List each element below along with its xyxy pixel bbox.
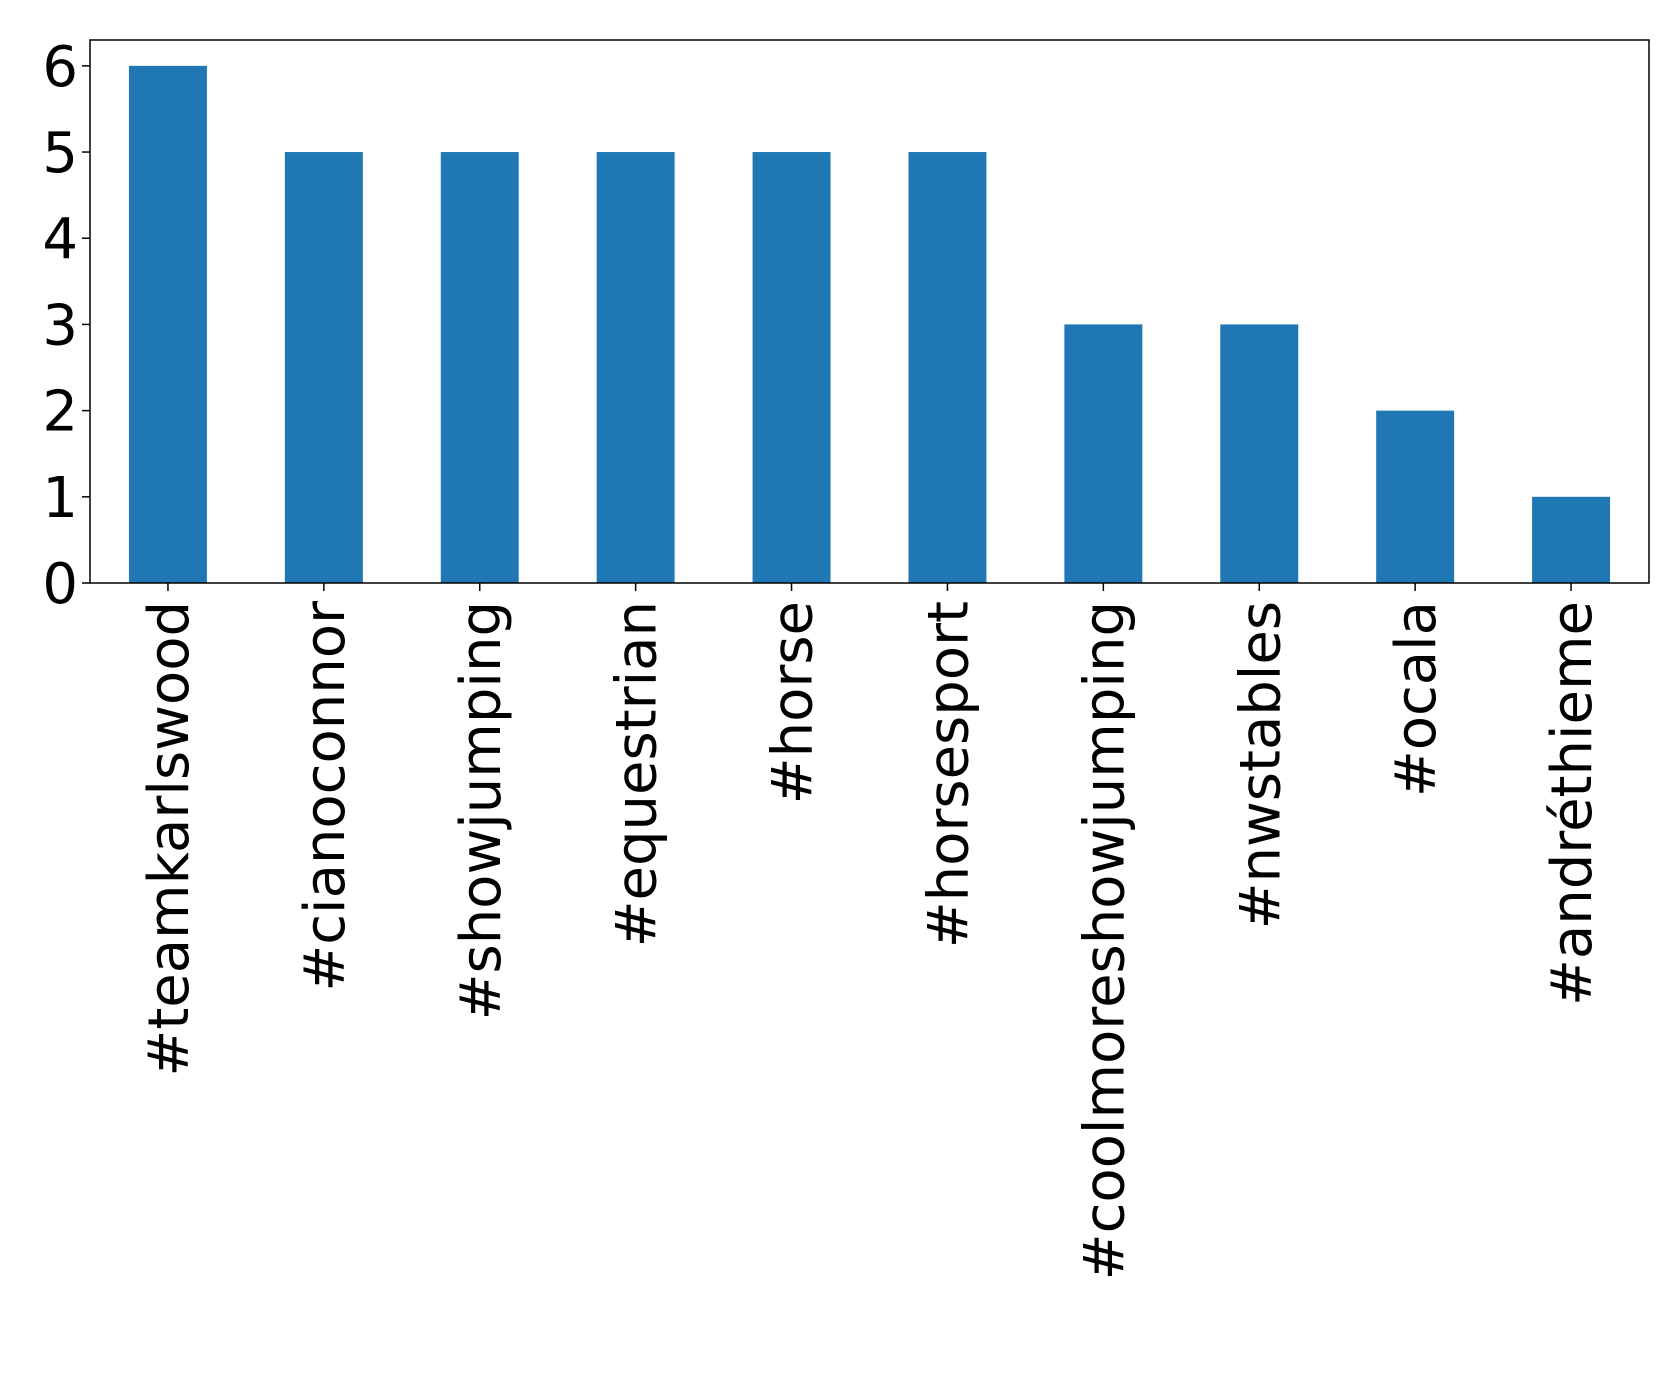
- x-tick-label: #coolmoreshowjumping: [1072, 601, 1137, 1280]
- bar-7: [1220, 324, 1299, 583]
- y-tick-label: 2: [42, 380, 78, 445]
- x-tick-label: #andréthieme: [1540, 601, 1605, 1006]
- bar-3: [596, 152, 675, 584]
- x-tick-label: #showjumping: [449, 601, 514, 1020]
- bar-8: [1376, 410, 1455, 583]
- x-tick-label: #cianoconnor: [293, 600, 358, 992]
- x-tick-label: #ocala: [1384, 601, 1449, 797]
- y-tick-label: 3: [42, 293, 78, 358]
- bar-9: [1532, 496, 1611, 583]
- plot-frame: [89, 39, 1650, 584]
- x-tick-label: #horsesport: [916, 601, 981, 948]
- y-tick-label: 0: [42, 552, 78, 617]
- y-tick-label: 5: [42, 121, 78, 186]
- bar-4: [752, 152, 831, 584]
- bar-2: [440, 152, 519, 584]
- x-tick-label: #equestrian: [605, 601, 670, 947]
- bar-6: [1064, 324, 1143, 583]
- bar-1: [284, 152, 363, 584]
- bar-5: [908, 152, 987, 584]
- bars-group: [128, 65, 1611, 584]
- y-tick-label: 1: [42, 466, 78, 531]
- x-tick-label: #horse: [761, 601, 826, 804]
- x-tick-label: #nwstables: [1228, 601, 1293, 929]
- y-tick-label: 4: [42, 207, 78, 272]
- x-tick-label: #teamkarlswood: [137, 601, 202, 1077]
- y-tick-label: 6: [42, 35, 78, 100]
- y-axis: 0 1 2 3 4 5 6: [42, 35, 90, 617]
- x-axis: #teamkarlswood #cianoconnor #showjumping #e…: [137, 583, 1605, 1280]
- bar-0: [128, 65, 207, 584]
